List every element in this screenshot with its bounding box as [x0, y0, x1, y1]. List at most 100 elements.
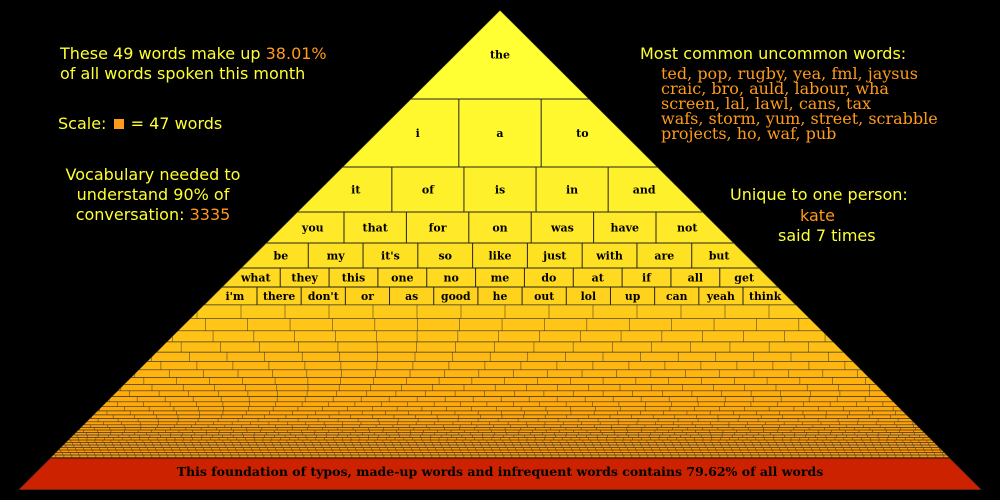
pyramid-word: think [749, 290, 782, 303]
pyramid-word: or [361, 290, 374, 303]
pyramid-word: this [342, 271, 365, 284]
unique-count: said 7 times [778, 226, 876, 245]
pyramid-word: yeah [706, 290, 735, 303]
pyramid-word: not [677, 221, 698, 234]
brick-row [67, 437, 933, 441]
vocab-line-3: conversation: [75, 205, 185, 224]
unique-title: Unique to one person: [730, 185, 908, 204]
pyramid-word: was [550, 221, 574, 234]
pyramid-word: my [327, 249, 346, 262]
brick-row [59, 444, 941, 448]
pyramid-word: just [542, 249, 567, 262]
pyramid-word: is [495, 183, 505, 196]
pyramid-word: there [263, 290, 295, 303]
pyramid-word: as [405, 290, 418, 303]
brick-row [92, 410, 908, 416]
pyramid-word: don't [308, 290, 339, 303]
pyramid-word: lol [581, 290, 596, 303]
vocab-line-2: understand 90% of [76, 185, 230, 204]
pyramid-word: up [625, 290, 641, 303]
pyramid-word: the [490, 48, 510, 61]
pyramid-word: with [595, 249, 623, 262]
scale-legend: Scale: = 47 words [58, 114, 222, 134]
brick-row [80, 424, 920, 428]
pyramid-word: you [301, 221, 324, 234]
uncommon-line: craic, bro, auld, labour, wha [661, 79, 889, 98]
pyramid-word: but [709, 249, 731, 262]
pyramid-word: are [654, 249, 674, 262]
uncommon-words-list: ted, pop, rugby, yea, fml, jaysus craic,… [661, 64, 938, 143]
pyramid-word: and [633, 183, 656, 196]
vocab-value: 3335 [189, 205, 231, 224]
pyramid-word: they [291, 271, 318, 284]
brick-row [62, 442, 938, 446]
foundation-text: This foundation of typos, made-up words … [177, 464, 824, 479]
brick-row [189, 304, 811, 319]
brick-row [100, 401, 900, 407]
uncommon-line: projects, ho, waf, pub [661, 124, 837, 143]
vocab-line-1: Vocabulary needed to [65, 165, 241, 184]
pyramid-word: like [489, 249, 512, 262]
pyramid-word: in [566, 183, 578, 196]
scale-label: Scale: [58, 114, 107, 133]
vocabulary-note: Vocabulary needed to understand 90% of c… [55, 165, 251, 225]
pyramid-word: if [642, 271, 652, 284]
pyramid-word: no [443, 271, 458, 284]
brick-row [72, 432, 928, 436]
pyramid-word: that [363, 221, 389, 234]
pyramid-word: a [496, 127, 503, 140]
pyramid-word: have [611, 221, 640, 234]
pyramid-word: at [592, 271, 605, 284]
brick-row [57, 447, 943, 451]
uncommon-line: screen, lal, lawl, cans, tax [661, 94, 871, 113]
brick-row [52, 452, 948, 456]
uncommon-title: Most common uncommon words: [640, 44, 907, 63]
scale-value: = 47 words [130, 114, 223, 133]
brick-row [49, 454, 951, 458]
foundation-band [18, 457, 982, 490]
pyramid-word: i [416, 127, 420, 140]
pyramid-word: be [274, 249, 289, 262]
pyramid-word: i'm [225, 290, 244, 303]
brick-row [123, 377, 877, 385]
pyramid-word: it's [381, 249, 400, 262]
brick-row [69, 434, 931, 438]
pyramid-word: so [438, 249, 452, 262]
pyramid-word: out [534, 290, 554, 303]
pyramid-word: do [541, 271, 556, 284]
pyramid-word: good [441, 290, 471, 303]
scale-square-icon [113, 119, 124, 129]
pyramid-word: it [351, 183, 361, 196]
brick-row [137, 361, 863, 371]
brick-row [74, 429, 926, 433]
brick-row [116, 384, 884, 392]
pyramid-word: of [422, 183, 435, 196]
uncommon-line: ted, pop, rugby, yea, fml, jaysus [661, 64, 918, 83]
brick-row [89, 414, 911, 419]
brick-row [146, 351, 854, 362]
brick-row [130, 369, 870, 378]
brick-row [105, 396, 895, 403]
brick-row [111, 390, 889, 397]
pyramid-word: can [666, 290, 688, 303]
pyramid-word: what [240, 271, 272, 284]
summary-text: These 49 words make up 38.01% of all wor… [60, 44, 327, 84]
summary-suffix: of all words spoken this month [60, 64, 306, 83]
unique-word: kate [800, 206, 835, 225]
pyramid-word: one [391, 271, 413, 284]
brick-row [96, 406, 904, 412]
brick-row [177, 318, 823, 332]
brick-row [85, 418, 915, 423]
summary-prefix: These 49 words make up [60, 44, 261, 63]
pyramid-word: me [491, 271, 510, 284]
brick-row [82, 421, 918, 426]
pyramid-word: he [493, 290, 508, 303]
brick-row [77, 427, 923, 431]
brick-row [165, 330, 835, 343]
pyramid-word: all [688, 271, 704, 284]
brick-row [64, 439, 936, 443]
summary-percent: 38.01% [265, 44, 327, 63]
uncommon-line: wafs, storm, yum, street, scrabble [661, 109, 938, 128]
